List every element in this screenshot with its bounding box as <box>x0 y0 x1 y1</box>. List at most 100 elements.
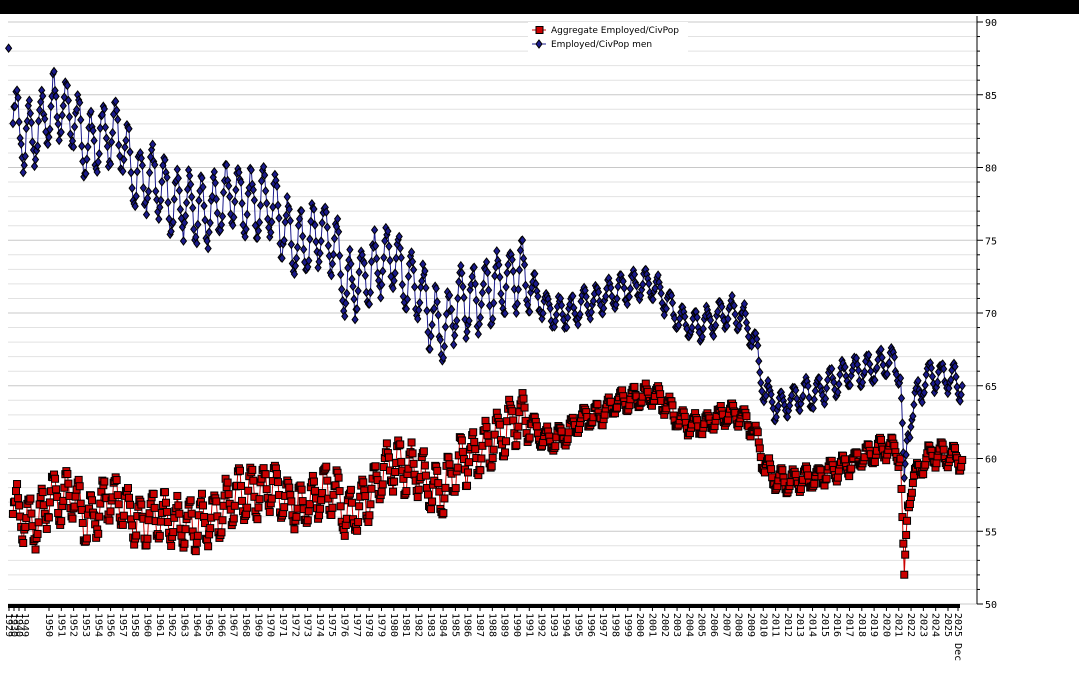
data-point <box>113 491 122 500</box>
data-point <box>693 312 701 323</box>
data-point <box>520 259 529 270</box>
data-point <box>63 469 72 478</box>
data-point <box>94 157 102 167</box>
data-point <box>115 140 123 150</box>
data-point <box>469 428 478 437</box>
data-point <box>445 460 454 469</box>
data-point <box>241 231 249 242</box>
data-point <box>218 211 227 222</box>
data-point <box>131 201 139 212</box>
data-point <box>351 314 359 325</box>
data-point <box>783 412 792 422</box>
data-point <box>346 244 354 255</box>
data-point <box>27 509 36 518</box>
data-point <box>143 534 152 543</box>
data-point <box>231 196 239 207</box>
data-point <box>470 262 478 273</box>
data-point <box>17 139 25 149</box>
data-point <box>95 512 104 521</box>
data-point <box>230 212 238 223</box>
series-layer <box>4 43 967 579</box>
data-point <box>657 288 665 299</box>
data-point <box>589 296 598 306</box>
y-tick-label: 90 <box>985 18 997 29</box>
x-tick-label: 2021 <box>893 613 904 637</box>
x-tick-label: 2013 <box>794 613 805 637</box>
data-point <box>484 285 493 295</box>
data-point <box>15 501 24 510</box>
data-point <box>119 166 127 177</box>
data-point <box>778 466 787 475</box>
data-point <box>105 516 114 525</box>
data-point <box>103 141 112 152</box>
data-point <box>918 397 926 408</box>
data-point <box>181 211 190 221</box>
data-point <box>534 291 542 302</box>
data-point <box>186 496 195 505</box>
data-point <box>488 454 497 463</box>
data-point <box>304 507 313 516</box>
data-point <box>384 453 393 462</box>
data-point <box>303 516 312 525</box>
data-point <box>187 509 196 518</box>
data-point <box>249 476 258 485</box>
data-point <box>811 386 819 396</box>
data-point <box>539 308 547 319</box>
data-point <box>317 236 325 246</box>
data-point <box>156 517 165 526</box>
data-point <box>175 509 184 518</box>
data-point <box>297 206 306 216</box>
x-tick-label: 2016 <box>831 613 842 637</box>
data-point <box>476 312 485 323</box>
x-tick-label: 1976 <box>339 613 350 637</box>
data-point <box>108 127 117 138</box>
data-point <box>361 492 370 501</box>
x-axis-bar <box>8 604 960 608</box>
data-point <box>366 287 375 298</box>
data-point <box>268 217 276 227</box>
data-point <box>483 431 492 440</box>
data-point <box>126 147 134 157</box>
data-point <box>180 539 189 548</box>
data-point <box>219 187 228 198</box>
data-point <box>870 458 879 467</box>
data-point <box>287 239 295 250</box>
x-tick-label: 1978 <box>363 613 374 637</box>
data-point <box>660 310 668 320</box>
data-point <box>408 449 417 458</box>
data-point <box>224 490 233 499</box>
data-point <box>334 473 343 482</box>
data-point <box>421 471 430 480</box>
data-point <box>919 470 928 479</box>
data-point <box>309 477 318 486</box>
data-point <box>310 486 319 495</box>
data-point <box>743 323 752 334</box>
data-point <box>459 281 467 292</box>
data-point <box>305 255 313 266</box>
data-point <box>120 154 128 165</box>
data-point <box>439 509 448 518</box>
data-point <box>951 444 960 453</box>
data-point <box>821 393 830 404</box>
data-point <box>206 524 215 533</box>
data-point <box>33 529 42 538</box>
data-point <box>366 500 375 509</box>
x-tick-label: 1961 <box>154 613 165 637</box>
data-point <box>15 117 23 127</box>
x-tick-label: 1999 <box>622 613 633 637</box>
data-point <box>21 151 29 162</box>
y-tick-label: 55 <box>985 527 997 538</box>
x-tick-label: 1979 <box>376 613 387 637</box>
data-point <box>218 516 227 525</box>
data-point <box>490 430 499 439</box>
data-point <box>39 91 47 101</box>
data-point <box>509 416 518 425</box>
data-point <box>796 484 805 493</box>
data-point <box>280 503 289 512</box>
data-point <box>248 465 257 474</box>
data-point <box>433 297 441 307</box>
data-point <box>295 214 304 224</box>
data-point <box>774 401 782 411</box>
data-point <box>416 297 424 308</box>
data-point <box>267 494 276 503</box>
